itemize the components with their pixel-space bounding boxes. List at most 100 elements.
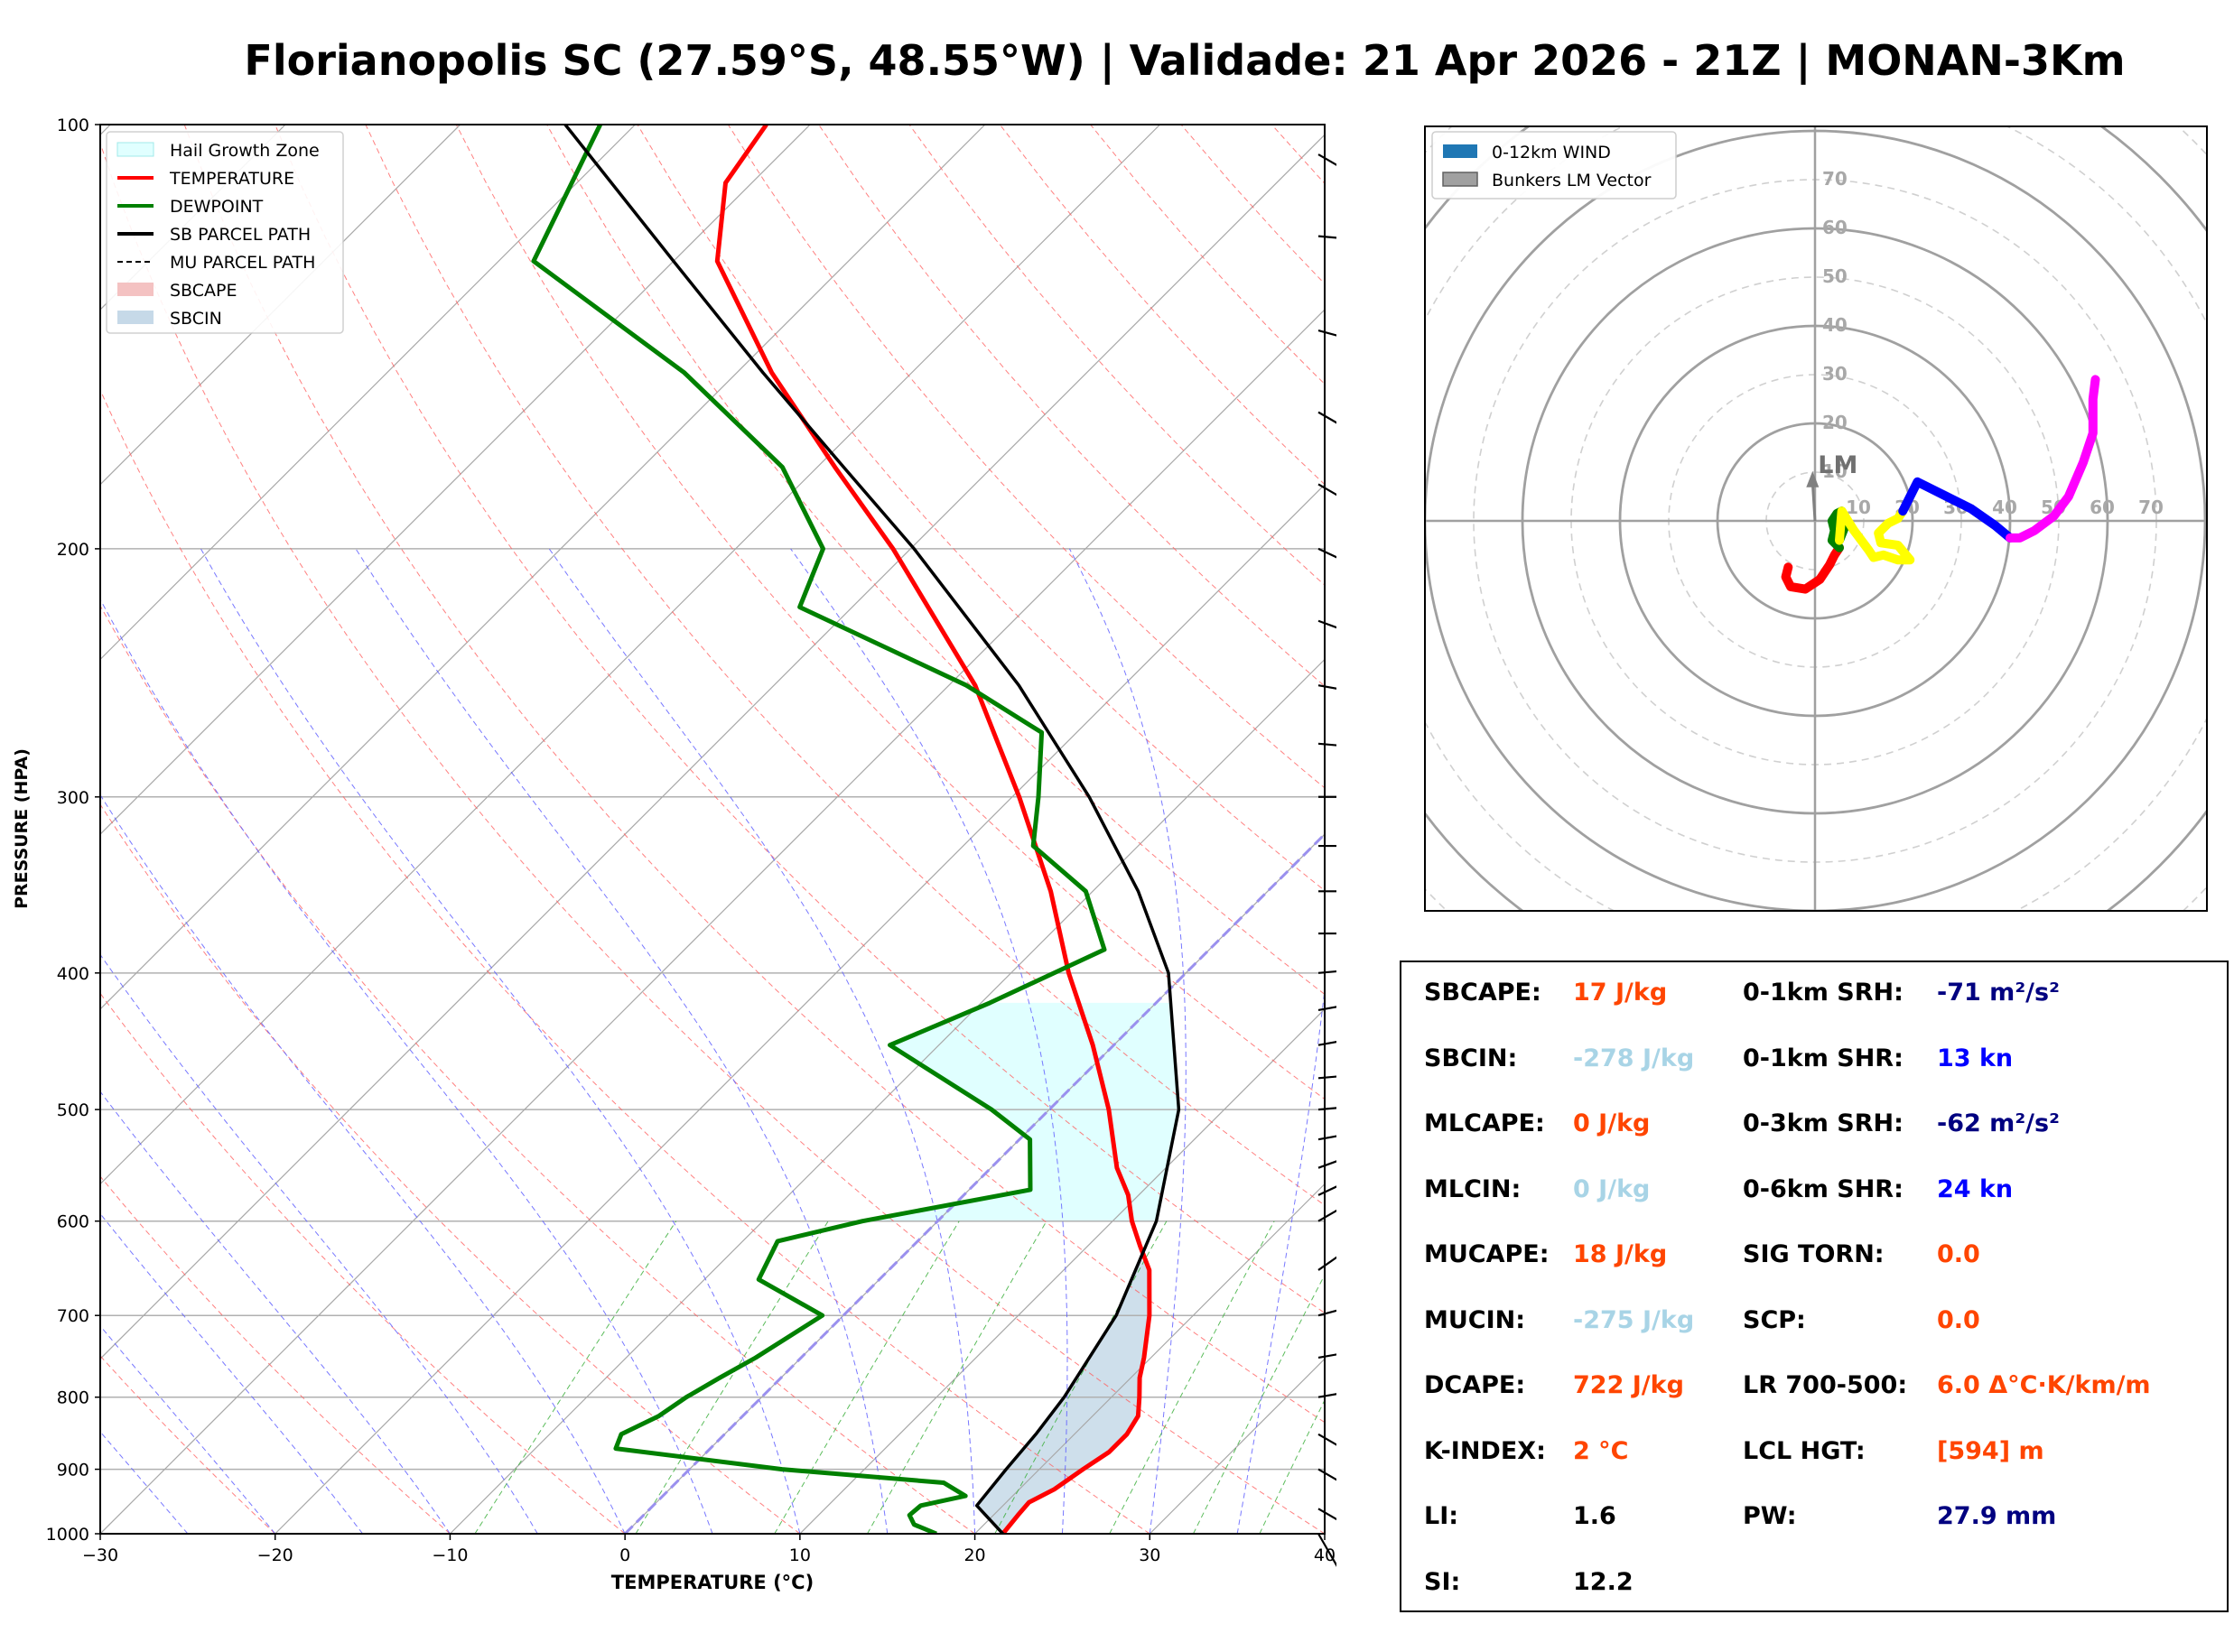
mixing-ratio-line — [774, 1220, 960, 1534]
wind-barb — [1317, 619, 1336, 629]
wind-barb — [1318, 890, 1336, 893]
wind-barb — [1317, 329, 1336, 337]
trace-temperature — [714, 125, 1152, 1534]
moist-adiabat — [200, 548, 801, 1534]
mixing-ratio-line — [1259, 1398, 1325, 1534]
param-value: 6.0 Δ°C·K/km/m — [1937, 1371, 2151, 1399]
hodograph-trace — [1898, 477, 2015, 543]
hodograph-ring — [1409, 117, 2234, 921]
legend-label: MU PARCEL PATH — [170, 253, 315, 273]
param-value: 13 kn — [1937, 1044, 2014, 1072]
isotherm-line — [450, 658, 1325, 1534]
moist-adiabat — [100, 953, 538, 1534]
wind-barb — [1317, 1309, 1336, 1317]
dry-adiabat — [1180, 125, 1325, 285]
wind-barb — [1317, 1353, 1336, 1360]
barb-staff — [1317, 1256, 1336, 1271]
isotherm-line — [1149, 1358, 1325, 1534]
y-tick-label: 700 — [57, 1306, 89, 1326]
param-label: DCAPE: — [1424, 1371, 1526, 1399]
barb-staff — [1317, 235, 1336, 239]
dry-adiabat — [818, 125, 1325, 687]
isotherm-line — [799, 1008, 1325, 1534]
param-label: LCL HGT: — [1743, 1436, 1866, 1465]
param-value: 0 J/kg — [1573, 1174, 1651, 1203]
barb-staff — [1317, 153, 1336, 166]
hodograph-legend: 0-12km WIND Bunkers LM Vector — [1431, 131, 1677, 200]
wind-barb — [1317, 1393, 1336, 1398]
x-tick-label: 10 — [789, 1545, 811, 1565]
param-label: 0-3km SRH: — [1743, 1109, 1904, 1137]
hodograph-tick-label: 40 — [1992, 497, 2017, 518]
legend-label: SBCIN — [170, 309, 222, 329]
barb-staff — [1317, 483, 1336, 497]
moist-adiabat — [355, 548, 889, 1534]
param-label: MLCAPE: — [1424, 1109, 1545, 1137]
wind-barb — [1317, 1075, 1336, 1080]
legend-box — [106, 131, 344, 334]
hodograph-ring — [1409, 117, 2234, 921]
isotherm-line — [974, 1183, 1325, 1534]
wind-barb — [1317, 970, 1336, 974]
hodograph-ring — [1425, 126, 2207, 911]
barb-staff — [1317, 1468, 1336, 1481]
param-value: 18 J/kg — [1573, 1240, 1668, 1268]
dry-adiabat — [100, 803, 801, 1534]
legend-label: TEMPERATURE — [169, 169, 294, 189]
legend-swatch — [116, 142, 154, 157]
y-tick-label: 500 — [57, 1100, 89, 1120]
y-tick-label: 1000 — [46, 1525, 89, 1545]
hodograph-tick-label: 20 — [1822, 412, 1848, 433]
hodograph-ring — [1425, 126, 2207, 911]
wind-barb — [1318, 795, 1336, 798]
param-label: PW: — [1743, 1502, 1797, 1530]
barb-staff — [1317, 1075, 1336, 1080]
barb-staff — [1317, 1107, 1336, 1111]
param-label: LI: — [1424, 1502, 1459, 1530]
hodograph-tick-label: 70 — [1822, 168, 1848, 190]
param-label: 0-1km SRH: — [1743, 979, 1904, 1007]
hodograph-ring — [1425, 126, 2207, 911]
isotherm-line — [100, 125, 811, 835]
dry-adiabat — [100, 992, 626, 1534]
skew-t-frame — [99, 124, 1326, 1535]
barb-staff — [1317, 970, 1336, 974]
wind-barb — [1317, 1160, 1336, 1169]
param-label: 0-1km SHR: — [1743, 1044, 1904, 1072]
y-axis-label: PRESSURE (HPA) — [12, 748, 32, 909]
legend-label: Hail Growth Zone — [170, 141, 320, 161]
isotherm-line — [100, 309, 1325, 1534]
param-value: 1.6 — [1573, 1502, 1616, 1530]
parameters-panel: SBCAPE: 17 J/kg SBCIN: -278 J/kg MLCAPE: 0 J/… — [1400, 961, 2229, 1612]
param-value: [594] m — [1937, 1436, 2044, 1465]
mixing-ratio-line — [867, 1220, 1047, 1534]
wind-barb — [1318, 844, 1336, 848]
legend-box — [1431, 131, 1677, 200]
param-value: 24 kn — [1937, 1174, 2014, 1203]
wind-barb — [1317, 547, 1336, 559]
wind-barb — [1317, 1209, 1336, 1222]
param-label: SBCIN: — [1424, 1044, 1518, 1072]
param-value: 0 J/kg — [1573, 1109, 1651, 1137]
legend-label: DEWPOINT — [170, 197, 264, 217]
wind-barb — [1317, 153, 1336, 166]
param-value: -62 m²/s² — [1937, 1109, 2060, 1137]
param-value: 27.9 mm — [1937, 1502, 2057, 1530]
legend-swatch — [117, 311, 154, 324]
x-tick-label: 30 — [1139, 1545, 1160, 1565]
dry-adiabat — [100, 1355, 276, 1534]
wind-barb — [1317, 1533, 1336, 1567]
barb-staff — [1317, 1353, 1336, 1360]
barb-staff — [1317, 547, 1336, 559]
param-label: K-INDEX: — [1424, 1436, 1546, 1465]
param-value: 722 J/kg — [1573, 1371, 1684, 1399]
wind-barb — [1317, 411, 1336, 424]
hodograph-tick-label: 70 — [2138, 497, 2164, 518]
isotherm-line — [1324, 1533, 1325, 1534]
param-value: -278 J/kg — [1573, 1044, 1695, 1072]
param-label: SBCAPE: — [1424, 979, 1541, 1007]
y-tick-label: 900 — [57, 1461, 89, 1480]
legend-label: SBCAPE — [170, 281, 237, 301]
param-value: 12.2 — [1573, 1567, 1634, 1596]
